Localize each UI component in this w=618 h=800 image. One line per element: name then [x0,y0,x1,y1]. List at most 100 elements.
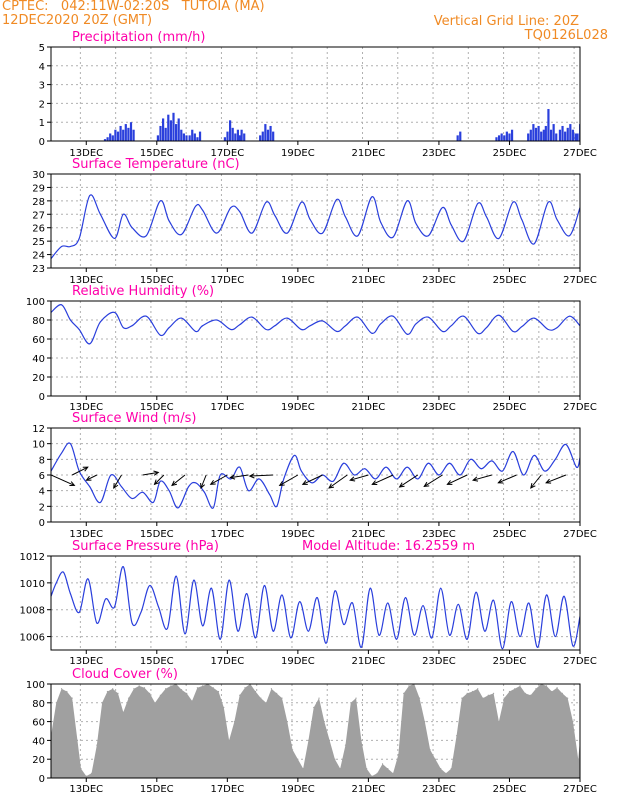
precipitation-bar [266,129,270,141]
precipitation-bar [111,135,114,141]
precipitation-bar [159,125,162,141]
humidity-point [265,329,267,330]
temperature-xtick-label: 23DEC [422,275,456,286]
wind-point [364,468,366,470]
temperature-point [441,207,443,209]
cloud-cover-point [80,768,82,770]
wind-wind-arrow [447,474,468,485]
pressure-xtick-label: 17DEC [210,656,244,667]
pressure-point [396,638,398,640]
precipitation-bar [223,137,227,141]
precipitation-bar [198,131,202,141]
temperature-point [371,196,373,198]
cloud-cover-point [281,697,283,699]
cloud-cover-point [492,692,495,695]
temperature-ytick-label: 26 [32,224,45,235]
temperature-point [145,235,147,237]
wind-point [69,443,71,445]
pressure-point [316,597,318,599]
precipitation-ytick-label: 1 [39,118,45,129]
temperature-point [486,216,488,218]
wind-point [417,478,419,480]
pressure-point [404,597,406,599]
temperature-point [202,209,204,211]
pressure-point [122,566,124,568]
temperature-point [533,243,535,245]
cloud-cover-point [360,739,362,742]
precipitation-ytick-label: 4 [39,62,45,73]
humidity-point [344,325,346,327]
wind-wind-arrowhead [200,482,206,490]
wind-wind-arrowhead [278,480,285,486]
humidity-point [406,333,408,335]
precipitation-bar [182,133,185,141]
pressure-point [378,634,380,636]
cloud-cover-point [477,688,479,690]
cloud-cover-point [307,739,310,742]
wind-point [491,460,493,462]
pressure-point [158,606,160,608]
humidity-point [498,314,500,316]
humidity-point [300,329,302,330]
wind-wind-arrow [171,474,186,486]
wind-point [230,478,232,480]
cloud-cover-point [202,685,204,687]
temperature-point [159,200,161,202]
cloud-cover-ytick-label: 80 [32,699,45,710]
precipitation-bar [169,120,172,141]
pressure-point [105,598,107,600]
cloud-cover-point [577,758,579,760]
humidity-point [521,326,523,328]
cloud-cover-point [180,689,183,691]
precipitation-bar [109,133,112,141]
wind-wind-arrow [200,474,207,489]
wind-point [131,498,133,499]
temperature-point [357,235,359,237]
wind-point [575,466,577,468]
precipitation-bar [156,135,159,141]
cloud-cover-point [418,697,421,699]
cloud-cover-point [260,697,262,699]
wind-wind-arrow [210,474,228,485]
precipitation-bar [500,133,503,141]
cloud-cover-xtick-label: 23DEC [422,784,456,795]
humidity-point [477,332,479,334]
precipitation-xtick-label: 13DEC [69,148,103,159]
wind-point [343,462,345,464]
precipitation-bar [162,118,165,141]
cloud-cover-point [561,692,563,695]
temperature-point [498,237,500,239]
cloud-cover-point [572,721,574,723]
cloud-cover-point [408,685,410,687]
cloud-cover-point [381,763,384,765]
precipitation-data [103,109,580,141]
temperature-xtick-label: 17DEC [210,275,244,286]
wind-point [89,486,91,488]
precipitation-bar [240,129,243,141]
cloud-cover-ytick-label: 100 [26,680,45,691]
cloud-cover-point [450,768,452,770]
humidity-point [371,332,373,334]
pressure-point [263,585,265,587]
pressure-point [69,593,71,595]
temperature-point [216,232,218,234]
pressure-point [475,591,477,593]
cloud-cover-point [498,721,500,723]
pressure-point [413,634,415,636]
temperature-point [415,223,417,225]
cloud-cover-xtick-label: 21DEC [352,784,386,795]
wind-point [385,466,387,468]
humidity-point [486,327,488,329]
humidity-point [512,330,514,332]
wind-point [61,452,63,454]
humidity-point [380,323,382,325]
wind-point [300,470,302,472]
humidity-point [145,315,147,317]
cloud-cover-point [424,721,426,723]
precipitation-bar [540,131,543,141]
cloud-cover-point [223,706,225,709]
wind-point [110,474,112,476]
cloud-cover-point [482,697,484,699]
wind-wind-arrowhead [171,480,177,487]
